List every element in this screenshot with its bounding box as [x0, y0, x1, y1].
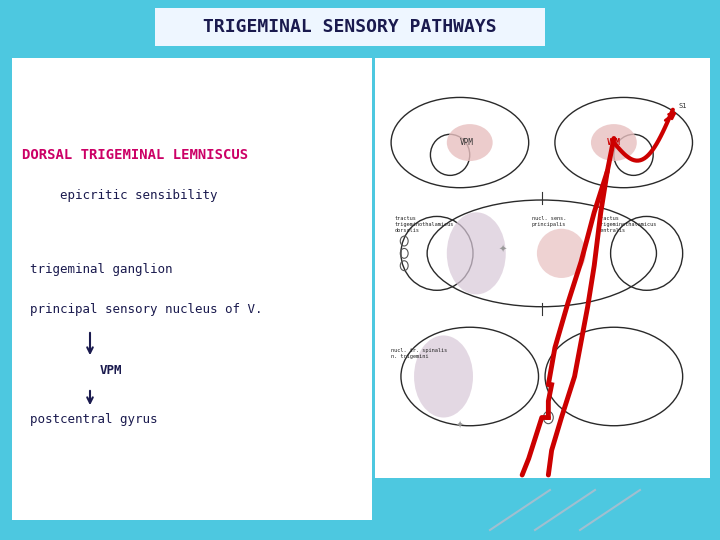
Text: VPM: VPM — [459, 138, 473, 147]
Text: nucl. sens.
principalis: nucl. sens. principalis — [532, 217, 567, 227]
Ellipse shape — [414, 335, 473, 417]
Text: S1: S1 — [678, 103, 687, 109]
Ellipse shape — [447, 124, 492, 161]
Text: VPM: VPM — [100, 363, 122, 376]
FancyBboxPatch shape — [155, 8, 545, 46]
Text: TRIGEMINAL SENSORY PATHWAYS: TRIGEMINAL SENSORY PATHWAYS — [203, 18, 497, 36]
Text: DORSAL TRIGEMINAL LEMNISCUS: DORSAL TRIGEMINAL LEMNISCUS — [22, 148, 248, 162]
Text: VPM: VPM — [607, 138, 621, 147]
Text: trigeminal ganglion: trigeminal ganglion — [30, 264, 173, 276]
Text: postcentral gyrus: postcentral gyrus — [30, 414, 158, 427]
Text: principal sensory nucleus of V.: principal sensory nucleus of V. — [30, 303, 263, 316]
Text: tractus
trigeminothalamicus
dorsalis: tractus trigeminothalamicus dorsalis — [395, 217, 454, 233]
Text: epicritic sensibility: epicritic sensibility — [60, 188, 217, 201]
Ellipse shape — [447, 212, 505, 294]
Text: ✦: ✦ — [498, 244, 507, 254]
Ellipse shape — [591, 124, 636, 161]
FancyBboxPatch shape — [12, 58, 372, 520]
Text: nucl. tr. spinalis
n. trigemini: nucl. tr. spinalis n. trigemini — [391, 348, 447, 359]
Ellipse shape — [537, 229, 586, 278]
FancyBboxPatch shape — [375, 58, 710, 478]
Text: tractus
trigeminothalamicus
ventralis: tractus trigeminothalamicus ventralis — [598, 217, 657, 233]
Text: ✦: ✦ — [456, 421, 464, 431]
